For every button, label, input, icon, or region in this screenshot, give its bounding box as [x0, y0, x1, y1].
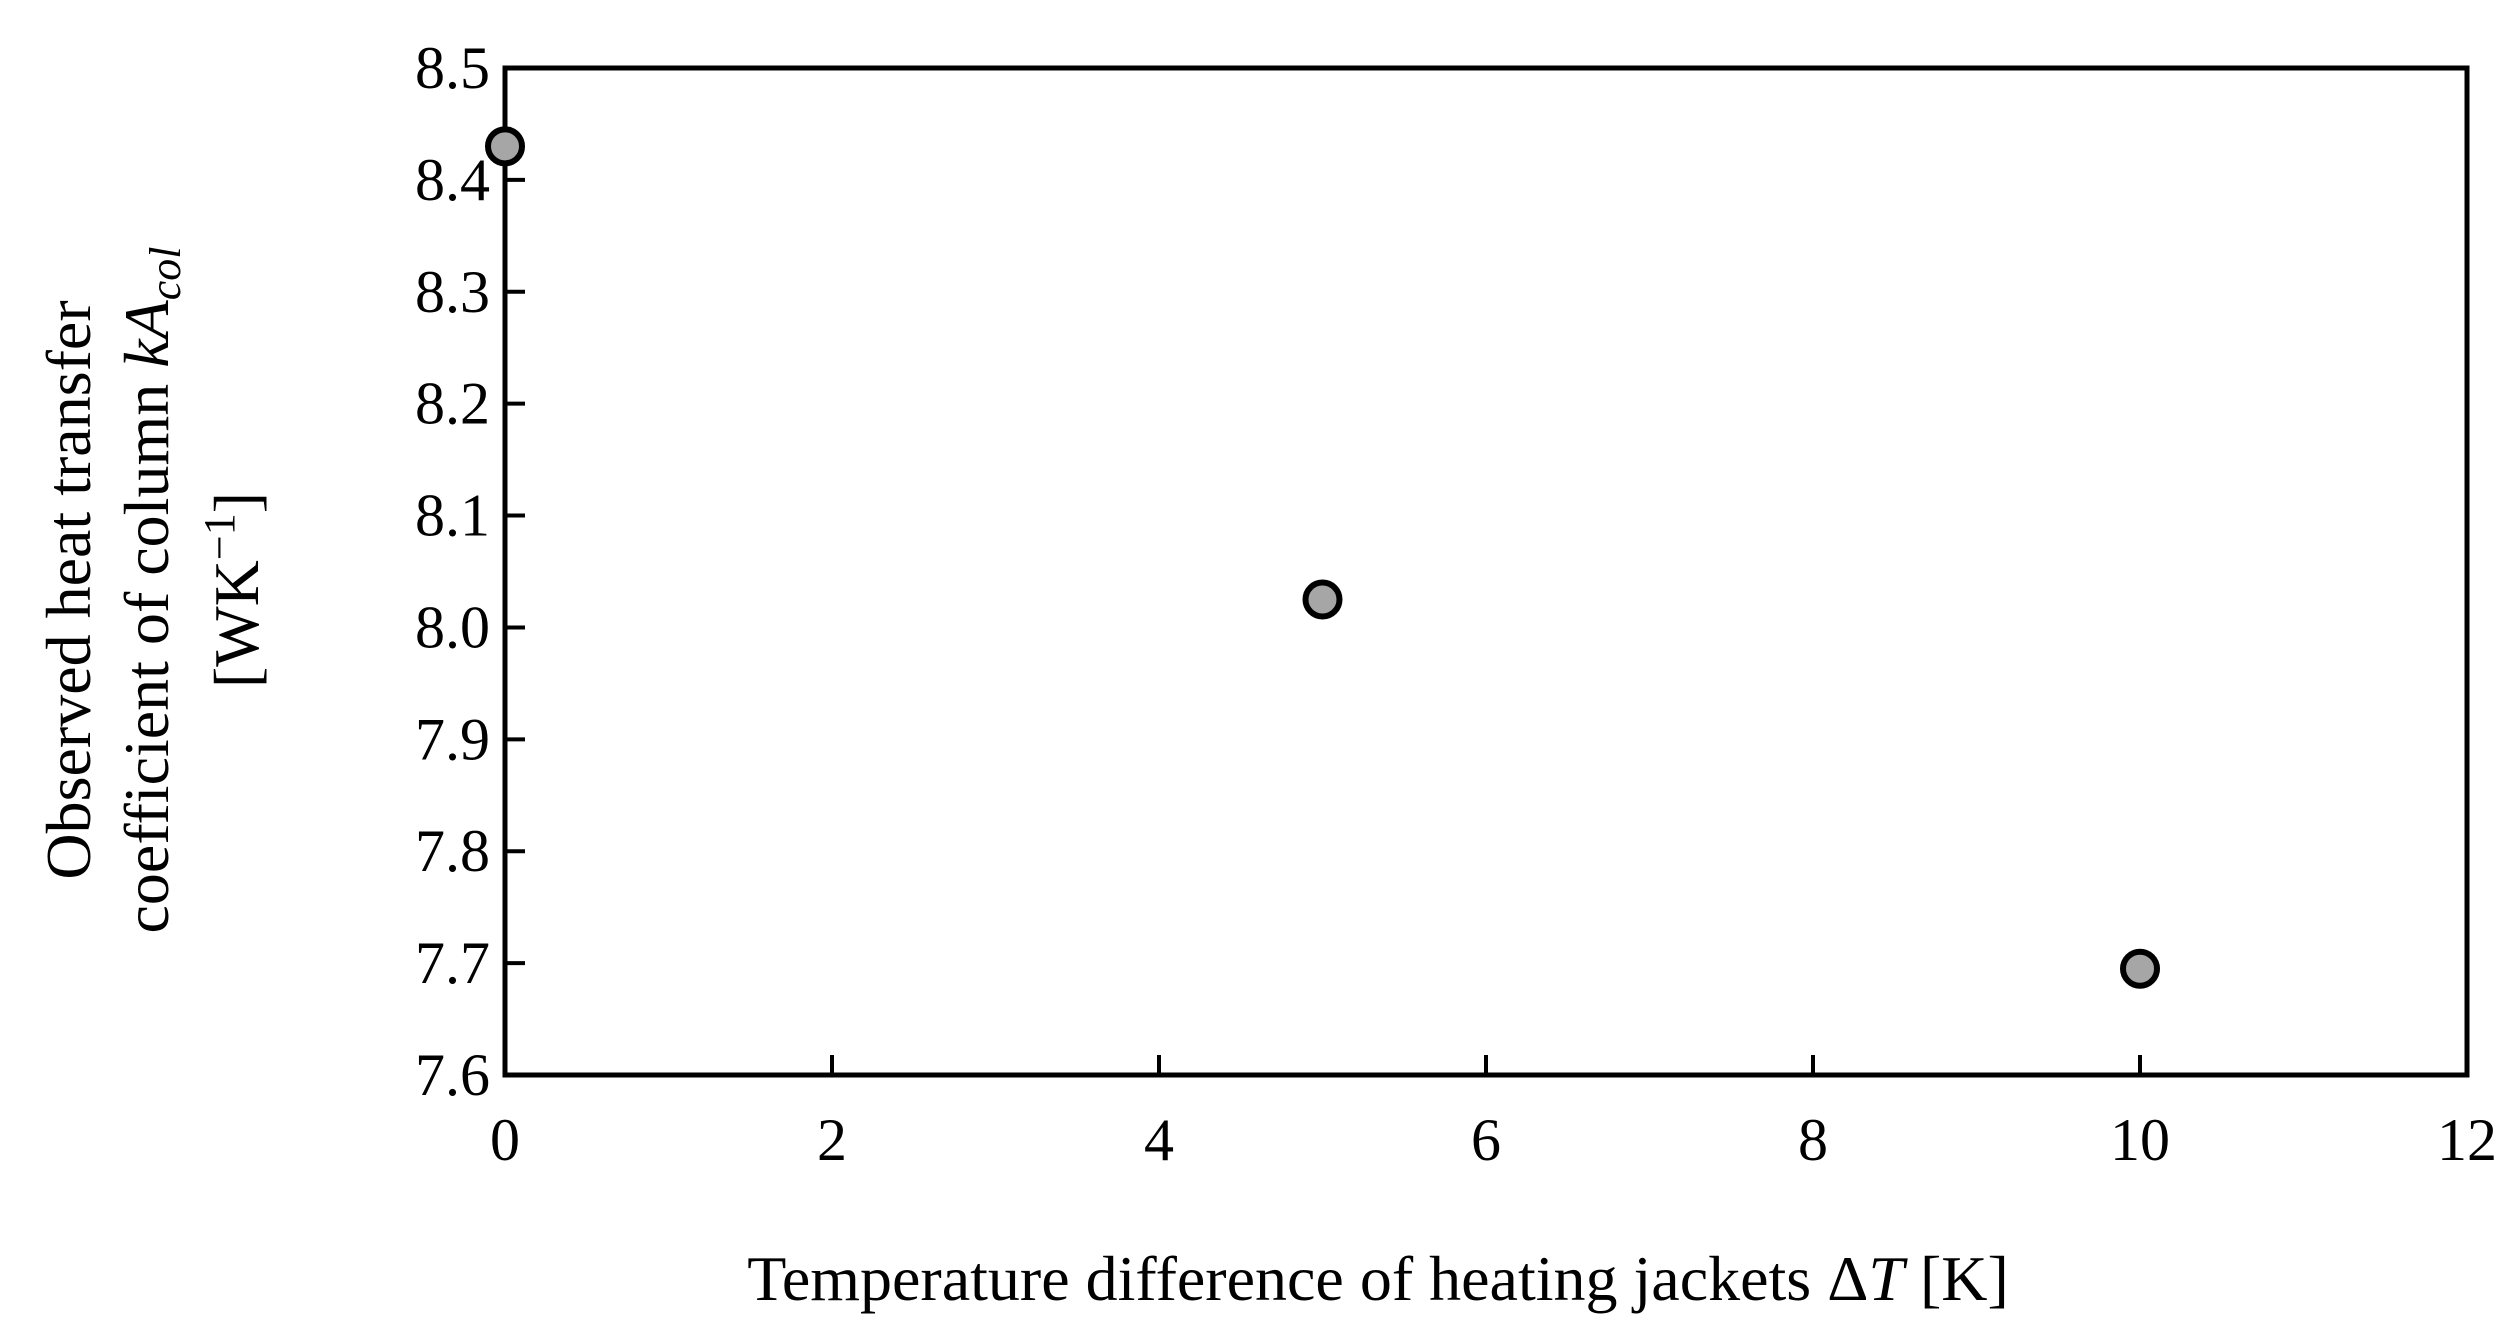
y-axis-title-line-1: Observed heat transfer [33, 300, 104, 879]
data-point [2120, 948, 2160, 989]
x-axis-ticks: 0 2 4 6 8 10 12 [490, 1055, 2497, 1173]
y-tick-label: 8.0 [415, 594, 490, 660]
y-tick-label: 7.6 [415, 1042, 490, 1108]
y-tick-label: 8.4 [415, 147, 490, 213]
x-tick-label: 6 [1471, 1107, 1501, 1173]
x-tick-label: 2 [817, 1107, 847, 1173]
x-tick-label: 10 [2110, 1107, 2170, 1173]
x-tick-label: 4 [1144, 1107, 1174, 1173]
x-axis-title: Temperature difference of heating jacket… [747, 1243, 2009, 1314]
y-tick-label: 8.1 [415, 483, 490, 549]
x-tick-label: 0 [490, 1107, 520, 1173]
y-tick-label: 8.2 [415, 371, 490, 437]
y-tick-label: 7.8 [415, 818, 490, 884]
data-point [1302, 579, 1343, 620]
y-tick-label: 7.7 [415, 930, 490, 996]
y-tick-label: 8.5 [415, 35, 490, 101]
y-axis-title: Observed heat transfer coefficient of co… [33, 247, 272, 934]
plot-area [502, 65, 2470, 1078]
y-axis-title-line-2: coefficient of column kAcol [111, 247, 190, 934]
y-axis-title-line-3: [WK−1] [195, 492, 272, 688]
y-axis-ticks: 7.6 7.7 7.8 7.9 8.0 8.1 8.2 8.3 8.4 8.5 [415, 35, 525, 1108]
x-tick-label: 12 [2437, 1107, 2497, 1173]
y-tick-label: 7.9 [415, 706, 490, 772]
data-points [485, 126, 2160, 989]
x-tick-label: 8 [1798, 1107, 1828, 1173]
data-point [485, 126, 525, 167]
y-tick-label: 8.3 [415, 259, 490, 325]
